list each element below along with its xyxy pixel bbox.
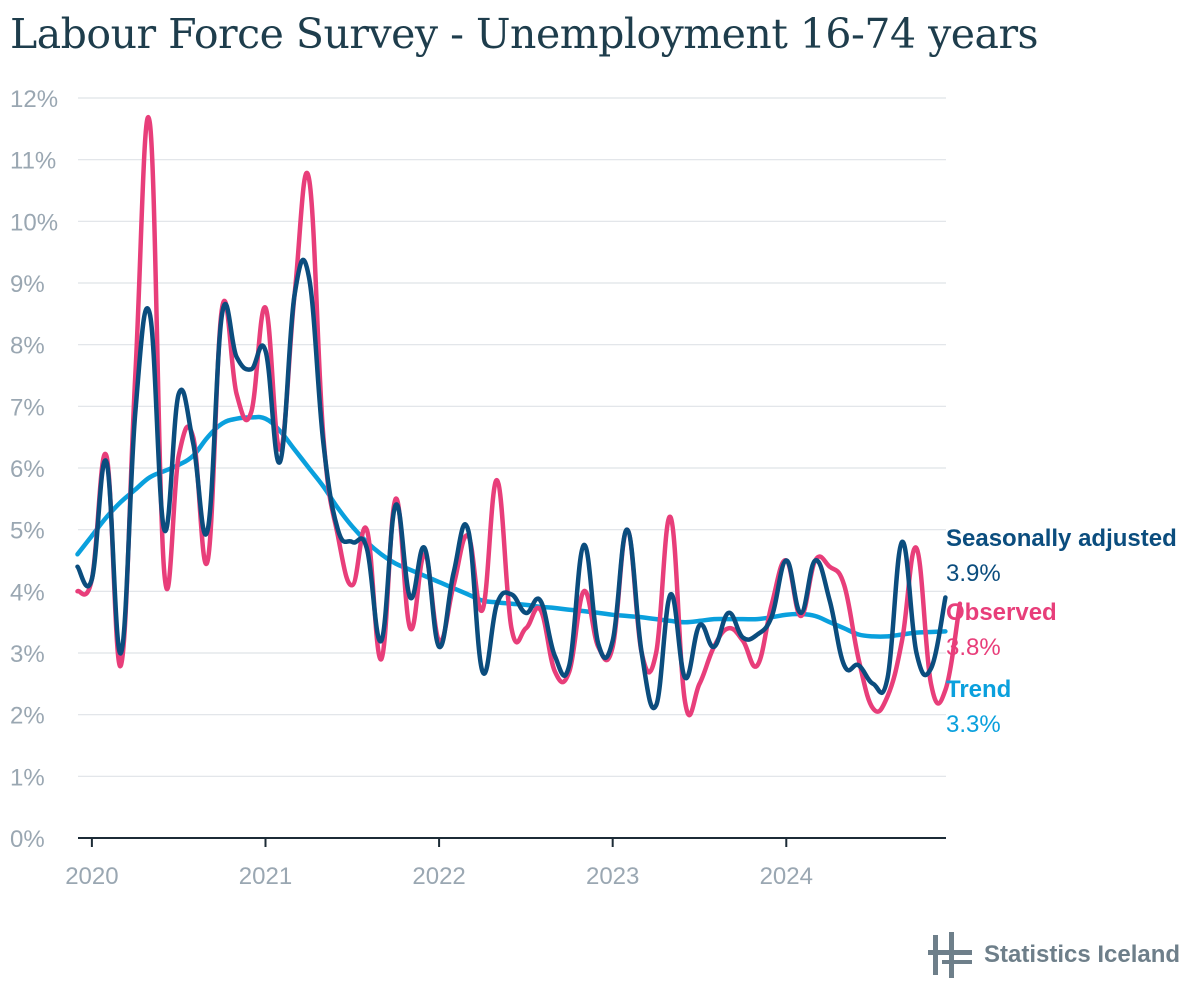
y-tick-label: 7%: [10, 394, 45, 421]
y-tick-label: 3%: [10, 641, 45, 668]
logo-text: Statistics Iceland: [984, 941, 1181, 968]
y-tick-label: 12%: [10, 86, 58, 113]
series-label-seasonally-adjusted: Seasonally adjusted: [946, 525, 1177, 552]
y-tick-label: 6%: [10, 456, 45, 483]
series-line-seasonally-adjusted: [75, 257, 948, 711]
x-tick-label: 2023: [586, 863, 639, 890]
series-lines: [75, 115, 963, 718]
y-tick-label: 10%: [10, 209, 58, 236]
x-tick-label: 2020: [65, 863, 118, 890]
axes: 0% 1% 2% 3% 4% 5% 6% 7% 8% 9% 10% 11% 12% 2020 2021 202…: [10, 86, 946, 890]
series-labels: Seasonally adjusted 3.9% Observed 3.8% Trend…: [946, 525, 1177, 738]
series-value-seasonally-adjusted: 3.9%: [946, 560, 1001, 587]
hagstofa-logo-icon: [928, 932, 972, 978]
y-tick-label: 5%: [10, 518, 45, 545]
y-tick-label: 8%: [10, 333, 45, 360]
x-tick-label: 2021: [239, 863, 292, 890]
x-tick-label: 2024: [760, 863, 813, 890]
x-tick-label: 2022: [412, 863, 465, 890]
chart-title: Labour Force Survey - Unemployment 16-74…: [10, 10, 1039, 58]
series-line-observed: [75, 115, 963, 718]
gridlines: [78, 97, 946, 777]
y-tick-label: 1%: [10, 764, 45, 791]
statistics-iceland-logo: Statistics Iceland: [928, 932, 1180, 978]
series-label-observed: Observed: [946, 599, 1057, 626]
y-tick-label: 9%: [10, 271, 45, 298]
y-tick-label: 0%: [10, 826, 45, 853]
y-tick-label: 11%: [10, 148, 56, 175]
series-label-trend: Trend: [946, 676, 1011, 703]
y-tick-label: 4%: [10, 579, 45, 606]
y-tick-label: 2%: [10, 703, 45, 730]
series-value-observed: 3.8%: [946, 634, 1001, 661]
series-value-trend: 3.3%: [946, 711, 1001, 738]
